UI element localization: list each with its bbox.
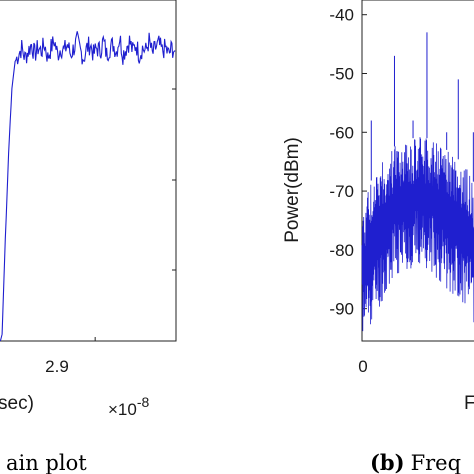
panel-a-time-plot: 2.9 sec) ×10-8 ain plot <box>0 0 177 474</box>
panel-b-y-tick-label: -90 <box>329 300 354 319</box>
panel-b-y-tick-label: -70 <box>329 182 354 201</box>
panel-b-caption: (b) Freq <box>370 450 461 474</box>
panel-a-x-exponent-base: ×10 <box>108 400 137 419</box>
panel-b-y-tick-label: -60 <box>329 123 354 142</box>
panel-b-y-tick-label: -80 <box>329 241 354 260</box>
panel-a-x-exponent: ×10-8 <box>108 394 150 419</box>
panel-a-x-axis-label: sec) <box>0 393 34 414</box>
panel-a-caption: ain plot <box>6 451 87 474</box>
panel-b-caption-text: Freq <box>411 451 461 474</box>
panel-a-axes-box <box>0 0 177 342</box>
panel-b-y-tick-label: -50 <box>329 64 354 83</box>
panel-a-signal-line <box>0 31 176 342</box>
panel-a-series-line <box>0 31 176 342</box>
panel-a-ticks <box>94 88 176 341</box>
panel-a-x-exponent-power: -8 <box>137 394 150 410</box>
panel-b-caption-label: (b) <box>370 450 405 474</box>
panel-b-axes-box <box>361 0 474 342</box>
panel-b-series-line <box>361 32 474 332</box>
panel-b-y-axis-label: Power(dBm) <box>282 137 303 243</box>
panel-b-x-tick-label: 0 <box>358 357 367 376</box>
panel-b-spectrum-line <box>361 137 474 332</box>
panel-b-y-tick-label: -40 <box>329 6 354 25</box>
panel-a-x-tick-label: 2.9 <box>45 357 69 376</box>
panel-b-frequency-plot: -40 -50 -60 -70 -80 -90 Power(dBm) 0 F (b) Fre… <box>282 0 474 474</box>
panel-b-y-ticks: -40 -50 -60 -70 -80 -90 <box>329 6 367 319</box>
panel-b-x-axis-label: F <box>464 393 474 414</box>
